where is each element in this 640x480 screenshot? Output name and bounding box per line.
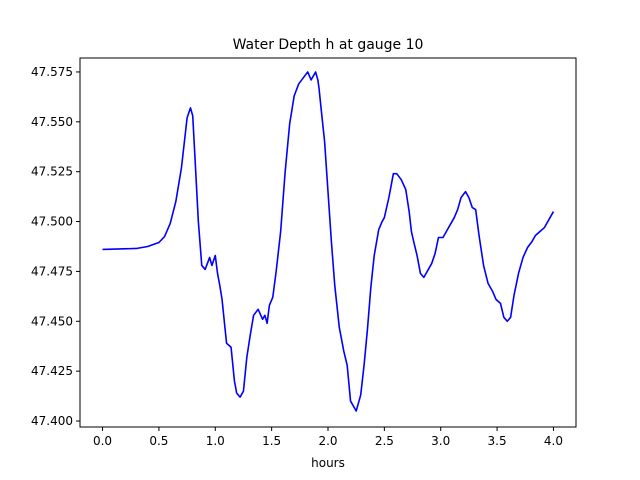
x-tick-label: 0.5 <box>149 434 168 448</box>
y-tick-label: 47.450 <box>31 314 73 328</box>
x-axis: 0.0 0.5 1.0 1.5 2.0 2.5 3.0 3.5 4.0 <box>93 427 563 448</box>
x-tick-label: 4.0 <box>544 434 563 448</box>
y-tick-label: 47.575 <box>31 65 73 79</box>
x-tick-label: 0.0 <box>93 434 112 448</box>
y-tick-label: 47.425 <box>31 364 73 378</box>
y-tick-label: 47.500 <box>31 215 73 229</box>
x-tick-label: 2.0 <box>318 434 337 448</box>
x-tick-label: 1.5 <box>262 434 281 448</box>
x-tick-label: 3.5 <box>488 434 507 448</box>
x-tick-label: 2.5 <box>375 434 394 448</box>
x-axis-label: hours <box>311 456 345 470</box>
y-axis: 47.400 47.425 47.450 47.475 47.500 47.525 47.5… <box>31 65 80 428</box>
series-line-0 <box>102 71 555 412</box>
y-tick-label: 47.525 <box>31 165 73 179</box>
x-tick-label: 3.0 <box>431 434 450 448</box>
plot-frame <box>79 57 577 428</box>
y-tick-label: 47.550 <box>31 115 73 129</box>
y-tick-label: 47.475 <box>31 264 73 278</box>
x-tick-label: 1.0 <box>206 434 225 448</box>
plot-area <box>102 71 555 412</box>
chart-title: Water Depth h at gauge 10 <box>233 37 424 53</box>
y-tick-label: 47.400 <box>31 414 73 428</box>
